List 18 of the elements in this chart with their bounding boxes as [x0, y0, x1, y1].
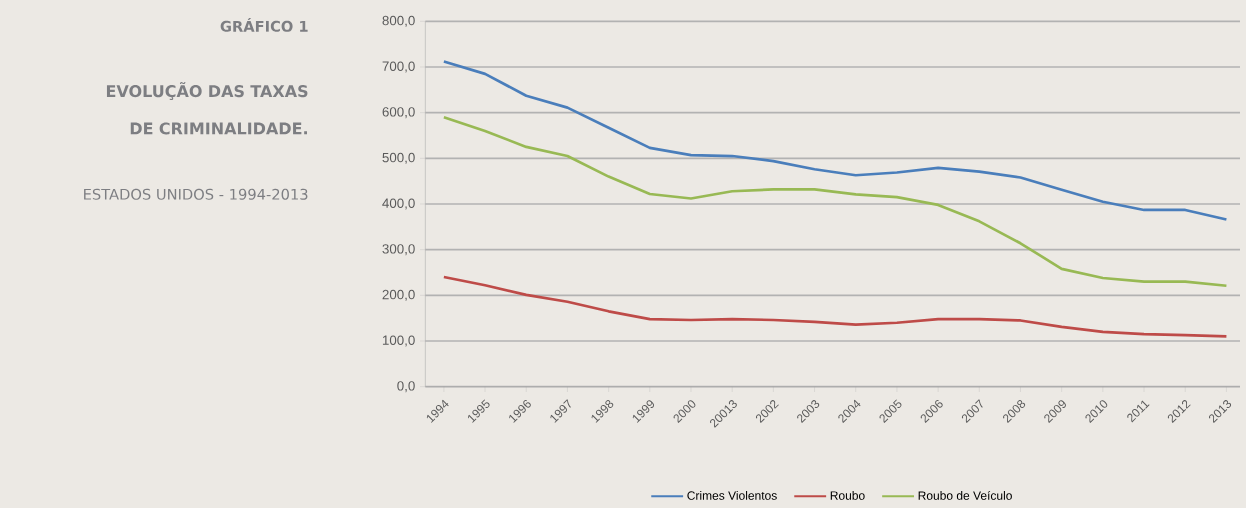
y-tick-label: 300,0: [382, 244, 415, 256]
legend-label: Roubo: [830, 490, 865, 500]
y-tick-label: 100,0: [382, 335, 415, 347]
text: GRÁFICO 1: [220, 18, 308, 32]
line-series: [442, 275, 1228, 338]
y-tick-label: 200,0: [382, 289, 415, 301]
line-series: [442, 60, 1228, 221]
y-tick-label: 600,0: [382, 107, 415, 119]
y-tick-label: 500,0: [382, 152, 415, 164]
legend-label: Roubo de Veículo: [918, 490, 1012, 500]
y-tick-label: 400,0: [382, 198, 415, 210]
text: ESTADOS UNIDOS - 1994-2013: [84, 188, 308, 200]
y-tick-label: 800,0: [382, 15, 415, 27]
y-tick-label: 700,0: [382, 61, 415, 73]
chart-title: EVOLUÇÃO DAS TAXAS DE CRIMINALIDADE.: [106, 82, 308, 135]
legend-label: Crimes Violentos: [687, 490, 777, 500]
y-tick-label: 0,0: [397, 381, 415, 393]
line-series: [442, 115, 1228, 288]
